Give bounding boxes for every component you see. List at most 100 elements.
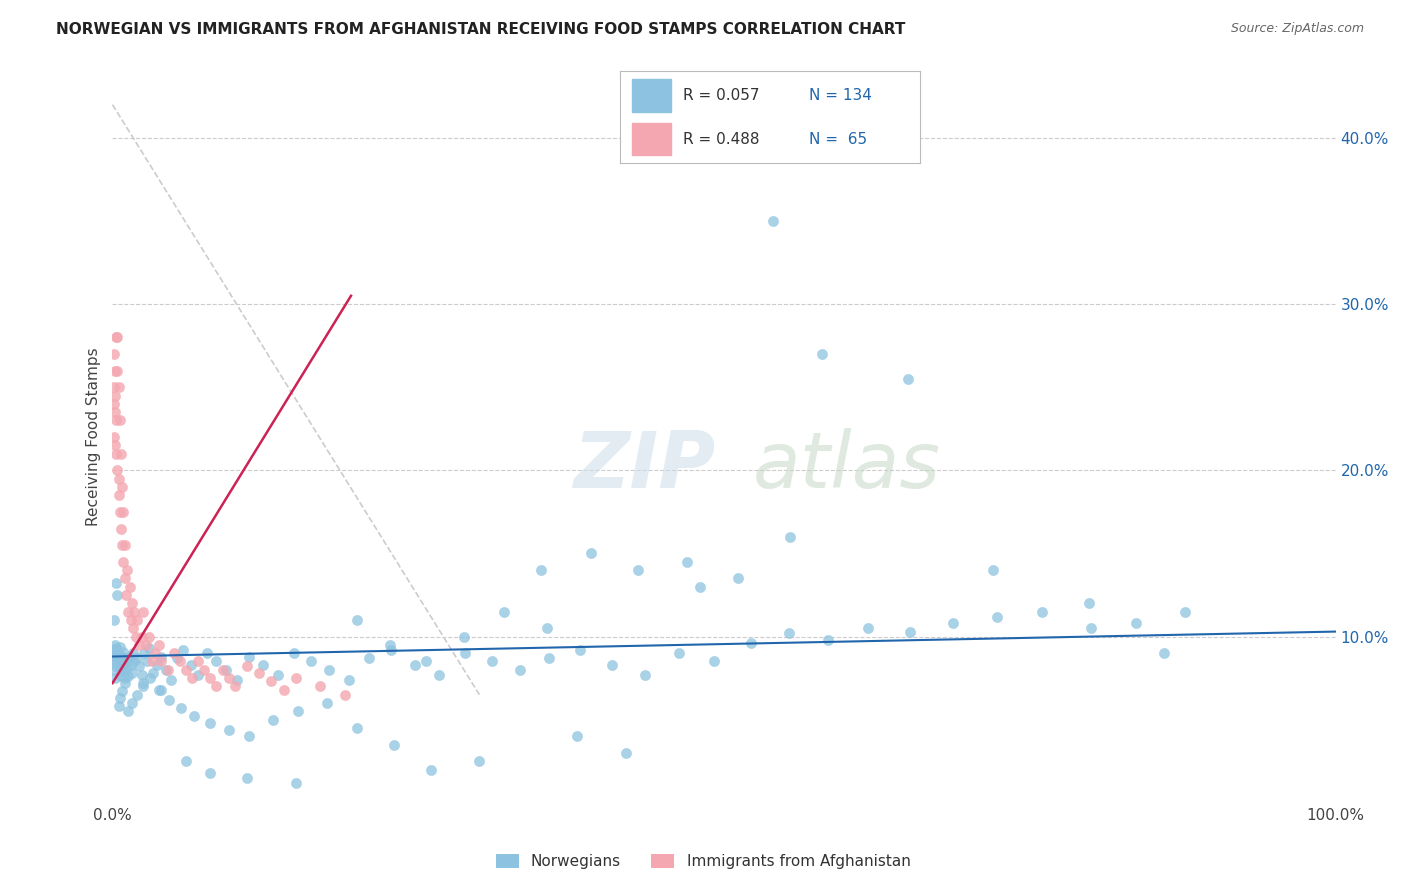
Point [111, 480, 134, 494]
Point [122, 646, 145, 660]
Point [727, 571, 749, 585]
Point [108, 640, 131, 654]
Point [108, 505, 131, 519]
Point [110, 669, 132, 683]
Point [337, 673, 360, 687]
Point [218, 723, 240, 737]
Point [125, 630, 148, 644]
Point [145, 657, 167, 672]
Point [284, 776, 308, 790]
Point [283, 646, 305, 660]
Point [124, 655, 146, 669]
Point [143, 646, 166, 660]
Point [118, 580, 141, 594]
Point [105, 330, 128, 344]
Point [117, 605, 139, 619]
Point [110, 663, 132, 677]
Point [104, 638, 127, 652]
Point [138, 641, 160, 656]
Point [118, 649, 141, 664]
Point [262, 713, 284, 727]
Point [104, 643, 127, 657]
Point [942, 616, 965, 631]
Point [689, 580, 711, 594]
Point [103, 347, 125, 361]
Point [481, 655, 503, 669]
Point [183, 709, 205, 723]
Point [107, 699, 129, 714]
Point [115, 661, 138, 675]
Point [131, 667, 153, 681]
Point [121, 696, 143, 710]
Point [148, 682, 170, 697]
Point [453, 630, 475, 644]
Point [762, 214, 785, 228]
Point [419, 763, 441, 777]
Point [103, 655, 125, 669]
Point [187, 667, 209, 681]
Point [633, 667, 655, 681]
Point [107, 657, 129, 672]
Point [114, 538, 136, 552]
Point [103, 430, 125, 444]
Point [1125, 616, 1147, 631]
Text: N =  65: N = 65 [808, 131, 868, 146]
Legend: Norwegians, Immigrants from Afghanistan: Norwegians, Immigrants from Afghanistan [489, 848, 917, 875]
Point [287, 705, 309, 719]
Y-axis label: Receiving Food Stamps: Receiving Food Stamps [86, 348, 101, 526]
Point [740, 636, 762, 650]
Point [986, 609, 1008, 624]
Point [538, 651, 561, 665]
Point [273, 682, 295, 697]
Point [104, 671, 127, 685]
Point [108, 655, 131, 669]
Point [247, 666, 270, 681]
Point [115, 563, 138, 577]
Point [107, 488, 129, 502]
Point [150, 682, 173, 697]
Text: Source: ZipAtlas.com: Source: ZipAtlas.com [1230, 22, 1364, 36]
Point [174, 754, 197, 768]
Point [181, 671, 204, 685]
Point [226, 673, 249, 687]
Point [778, 626, 800, 640]
Point [105, 463, 128, 477]
Point [117, 669, 139, 683]
Point [211, 663, 233, 677]
Text: R = 0.057: R = 0.057 [683, 87, 759, 103]
Point [284, 671, 308, 685]
Point [107, 648, 129, 662]
Point [157, 692, 180, 706]
Point [163, 646, 186, 660]
Point [224, 680, 246, 694]
Point [105, 641, 128, 656]
Point [105, 413, 128, 427]
Point [111, 649, 134, 664]
Point [529, 563, 551, 577]
Point [509, 663, 531, 677]
Point [811, 347, 834, 361]
Point [135, 655, 157, 669]
Point [110, 521, 132, 535]
Point [148, 638, 170, 652]
Point [120, 657, 142, 672]
Point [156, 663, 179, 677]
Point [174, 663, 197, 677]
Point [111, 657, 134, 672]
Point [104, 405, 127, 419]
Point [108, 691, 131, 706]
Point [567, 729, 589, 743]
Point [111, 538, 134, 552]
Point [346, 721, 368, 735]
Point [898, 624, 921, 639]
Point [238, 729, 260, 743]
Point [132, 680, 155, 694]
Point [600, 657, 623, 672]
Point [104, 649, 127, 664]
Point [380, 643, 402, 657]
Bar [633, 78, 671, 112]
Point [114, 656, 136, 670]
Point [1153, 646, 1175, 660]
Point [142, 666, 165, 681]
Point [105, 363, 128, 377]
